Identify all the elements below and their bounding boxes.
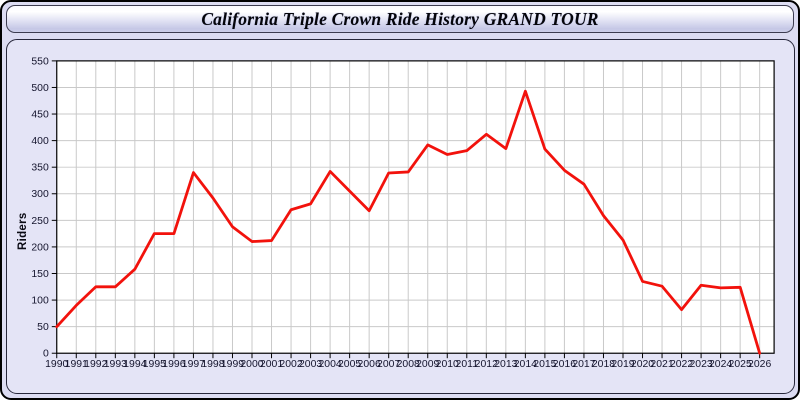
- x-tick-label: 2007: [377, 359, 400, 370]
- x-tick-label: 2008: [397, 359, 420, 370]
- x-tick-label: 2011: [456, 359, 479, 370]
- x-tick-label: 2003: [299, 359, 322, 370]
- x-tick-label: 2026: [748, 359, 771, 370]
- x-tick-label: 2010: [436, 359, 459, 370]
- x-tick-label: 2013: [494, 359, 517, 370]
- chart-panel: 0 50 100 150 200 250 300 350 400 450 500 550 1990 199…: [6, 39, 795, 394]
- x-tick-label: 2012: [475, 359, 498, 370]
- y-tick-label: 50: [37, 322, 49, 333]
- y-axis-title: Riders: [17, 212, 29, 250]
- x-tick-label: 2001: [260, 359, 283, 370]
- ride-history-chart: 0501001502002503003504004505005501990199…: [31, 56, 775, 370]
- x-tick-label: 2009: [416, 359, 439, 370]
- x-tick-label: 1998: [201, 359, 224, 370]
- x-tick-label: 2018: [592, 359, 615, 370]
- x-tick-label: 2004: [318, 359, 341, 370]
- x-tick-label: 2005: [338, 359, 361, 370]
- plot-border: [56, 60, 775, 354]
- x-tick-label: 1994: [123, 359, 146, 370]
- x-tick-label: 2000: [240, 359, 263, 370]
- y-tick-label: 100: [31, 296, 49, 307]
- title-bar: California Triple Crown Ride History GRA…: [6, 5, 794, 33]
- page-title: California Triple Crown Ride History GRA…: [201, 9, 599, 29]
- y-tick-label: 400: [31, 136, 49, 147]
- x-tick-label: 2024: [709, 359, 732, 370]
- x-tick-label: 2020: [631, 359, 654, 370]
- x-tick-label: 2019: [611, 359, 634, 370]
- y-tick-label: 500: [31, 83, 49, 94]
- x-tick-label: 2014: [514, 359, 537, 370]
- x-tick-label: 2015: [533, 359, 556, 370]
- x-tick-label: 2016: [553, 359, 576, 370]
- x-tick-label: 1992: [84, 359, 107, 370]
- x-tick-label: 2017: [572, 359, 595, 370]
- x-tick-label: 2002: [279, 359, 302, 370]
- y-tick-label: 250: [31, 216, 49, 227]
- y-tick-label: 150: [31, 269, 49, 280]
- x-tick-label: 2006: [358, 359, 381, 370]
- x-tick-label: 2025: [729, 359, 752, 370]
- y-tick-label: 550: [31, 56, 49, 67]
- x-tick-label: 1991: [65, 359, 88, 370]
- x-tick-label: 2021: [650, 359, 673, 370]
- x-tick-label: 1999: [221, 359, 244, 370]
- y-tick-label: 0: [43, 349, 49, 360]
- x-tick-label: 2022: [670, 359, 693, 370]
- x-tick-label: 1993: [104, 359, 127, 370]
- y-tick-label: 300: [31, 189, 49, 200]
- riders-trend-line: [55, 89, 762, 355]
- y-tick-label: 450: [31, 110, 49, 121]
- y-tick-label: 350: [31, 163, 49, 174]
- x-tick-label: 2023: [689, 359, 712, 370]
- y-tick-label: 200: [31, 242, 49, 253]
- x-tick-label: 1996: [162, 359, 185, 370]
- plot-area: [56, 60, 775, 354]
- x-tick-label: 1995: [143, 359, 166, 370]
- x-tick-label: 1997: [182, 359, 205, 370]
- x-tick-label: 1990: [45, 359, 68, 370]
